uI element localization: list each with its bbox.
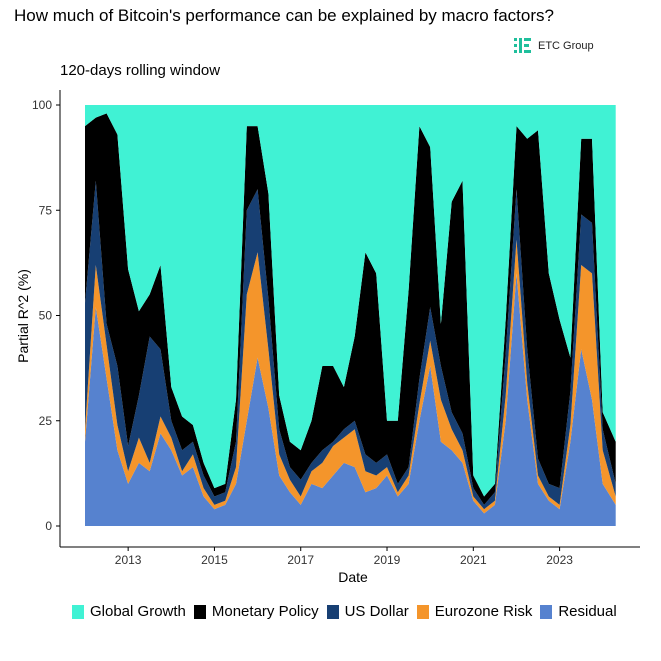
y-axis-ticks: 0 25 50 75 100 <box>32 98 60 533</box>
x-tick-label: 2013 <box>115 553 142 567</box>
etc-logo-icon <box>514 37 532 55</box>
legend-item-residual: Residual <box>540 603 617 620</box>
legend-swatch-icon <box>193 604 206 619</box>
legend-item-global-growth: Global Growth <box>72 603 186 620</box>
chart-legend: Global Growth Monetary Policy US Dollar … <box>72 603 625 620</box>
etc-group-logo: ETC Group <box>514 37 594 55</box>
chart-subtitle: 120-days rolling window <box>60 62 221 79</box>
legend-label: Global Growth <box>90 603 186 620</box>
x-tick-label: 2023 <box>546 553 573 567</box>
legend-label: US Dollar <box>344 603 409 620</box>
x-tick-label: 2019 <box>374 553 401 567</box>
legend-label: Monetary Policy <box>211 603 319 620</box>
legend-item-eurozone-risk: Eurozone Risk <box>416 603 533 620</box>
chart-title: How much of Bitcoin's performance can be… <box>14 6 554 25</box>
area-us-dollar <box>85 180 616 510</box>
area-layers <box>85 105 616 526</box>
legend-swatch-icon <box>416 604 429 619</box>
legend-label: Eurozone Risk <box>434 603 533 620</box>
legend-swatch-icon <box>540 604 553 619</box>
y-tick-label: 100 <box>32 98 52 112</box>
x-axis-ticks: 2013 2015 2017 2019 2021 2023 <box>115 547 573 567</box>
y-tick-label: 25 <box>39 414 53 428</box>
area-residual <box>85 273 616 526</box>
legend-swatch-icon <box>72 604 84 619</box>
legend-item-us-dollar: US Dollar <box>326 603 409 620</box>
x-tick-label: 2015 <box>201 553 228 567</box>
area-global-growth <box>85 105 616 497</box>
legend-item-monetary-policy: Monetary Policy <box>193 603 319 620</box>
y-tick-label: 75 <box>39 203 53 217</box>
legend-label: Residual <box>558 603 617 620</box>
legend-swatch-icon <box>326 604 339 619</box>
y-axis-title: Partial R^2 (%) <box>15 269 31 363</box>
x-tick-label: 2021 <box>460 553 487 567</box>
x-axis-title: Date <box>338 569 368 585</box>
y-tick-label: 50 <box>39 309 53 323</box>
x-tick-label: 2017 <box>287 553 314 567</box>
area-eurozone-risk <box>85 239 616 514</box>
y-tick-label: 0 <box>45 519 52 533</box>
logo-text: ETC Group <box>538 40 594 52</box>
